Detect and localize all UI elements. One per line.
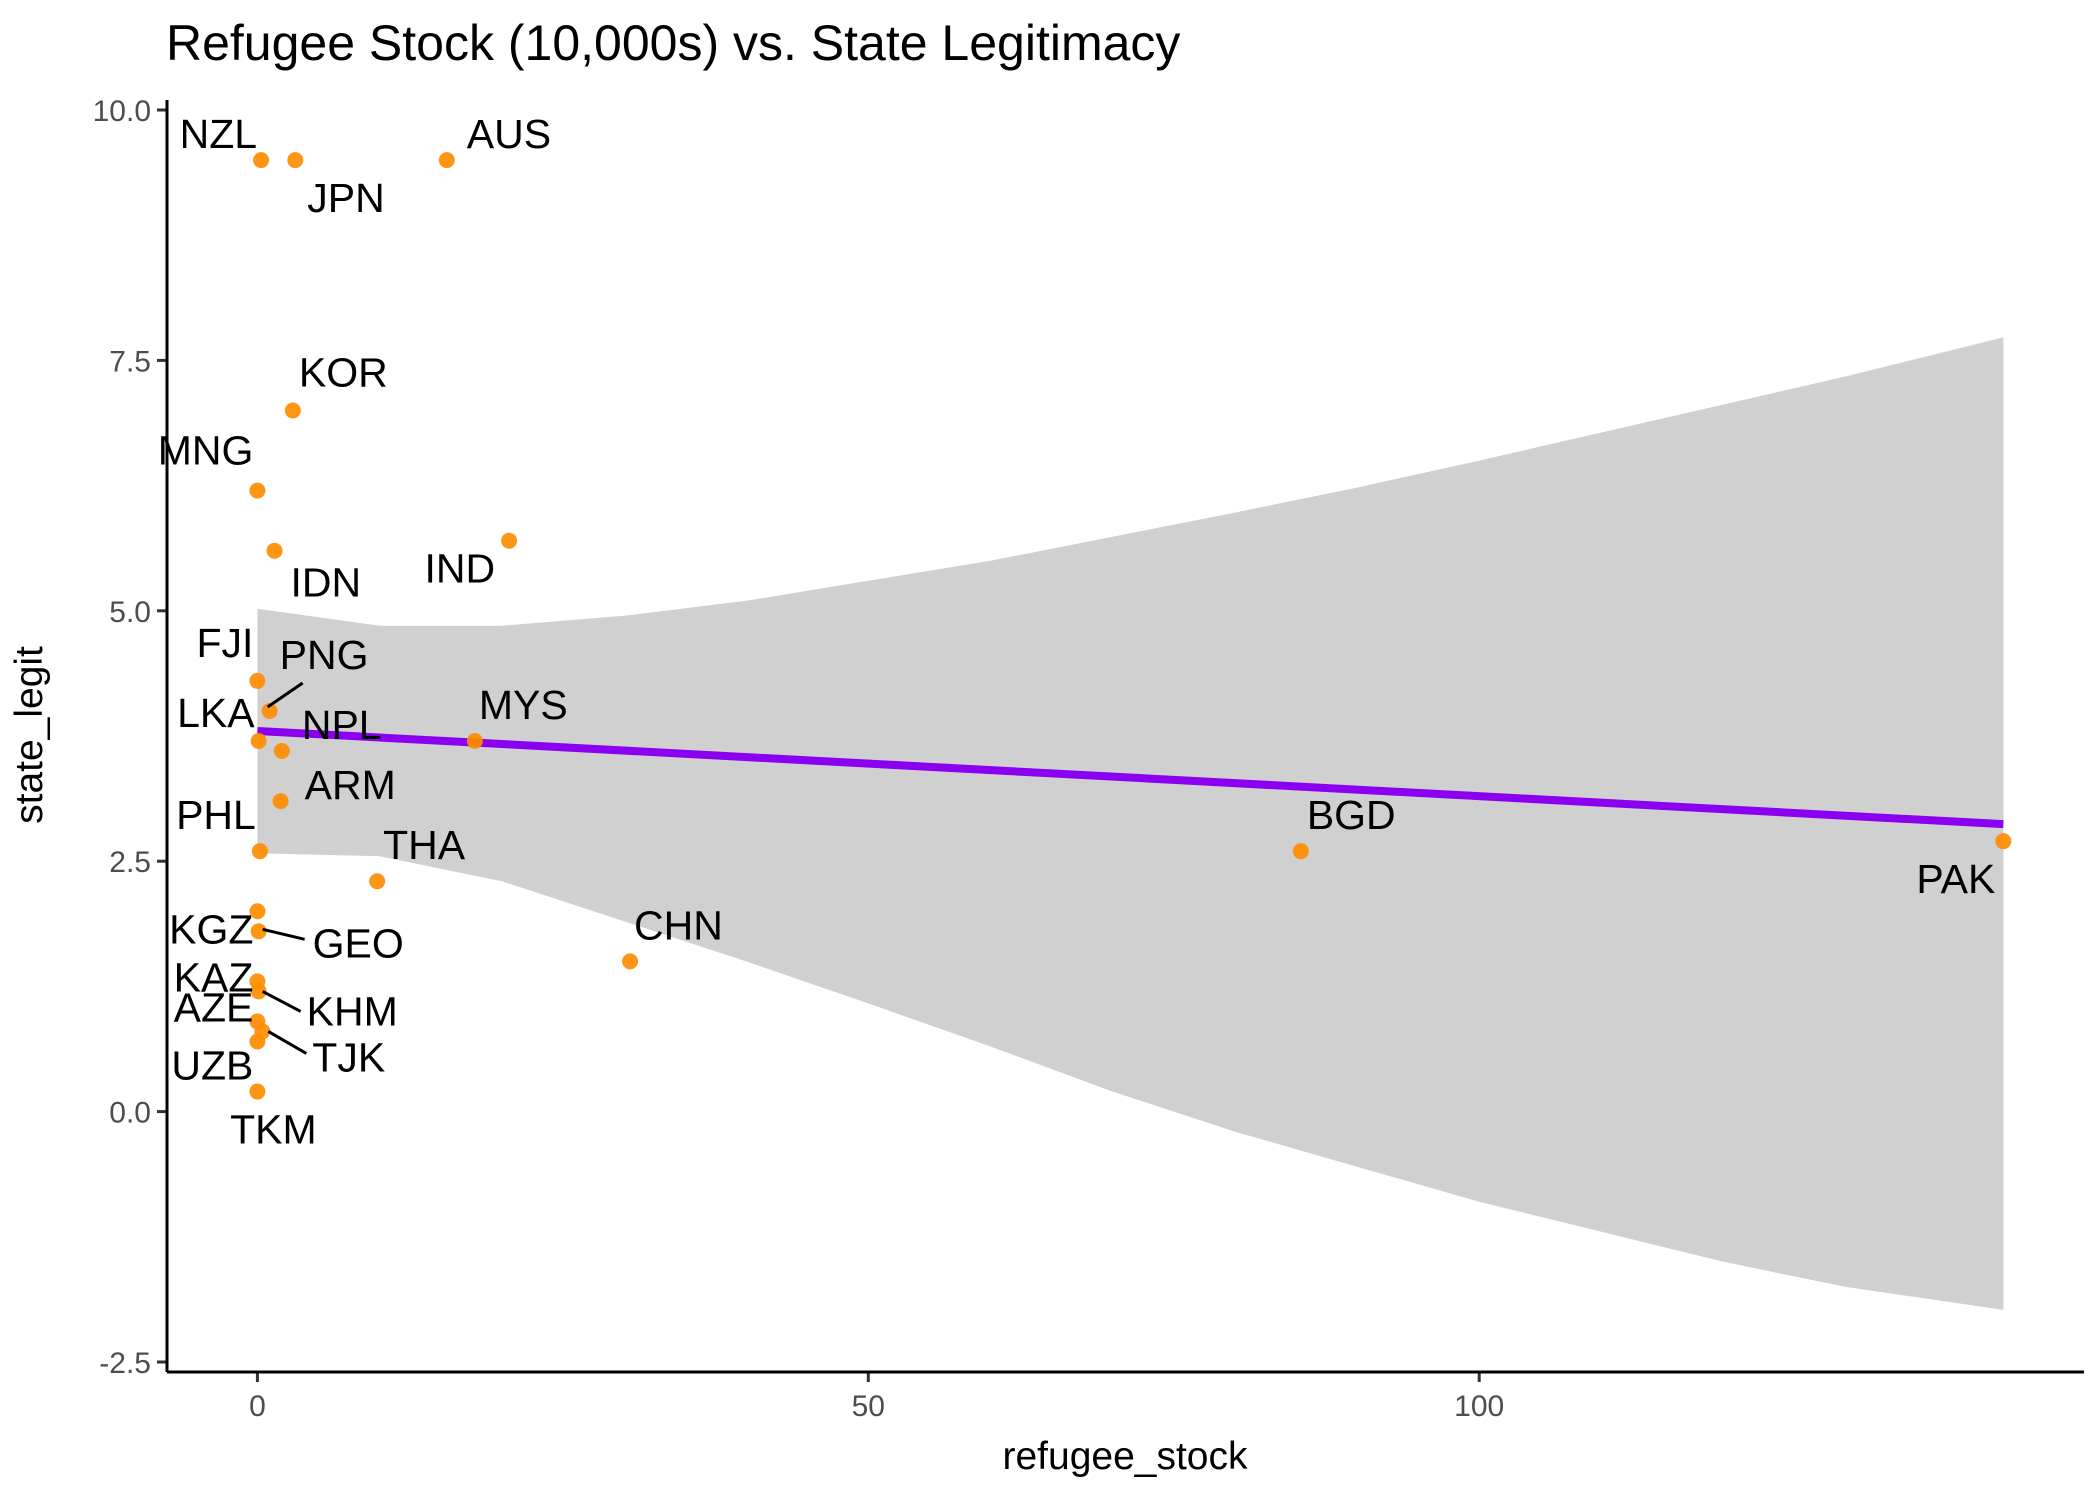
y-tick-label: -2.5 bbox=[99, 1347, 151, 1380]
data-point-ind bbox=[501, 532, 518, 549]
data-point-pak bbox=[1995, 833, 2012, 850]
chart-title: Refugee Stock (10,000s) vs. State Legiti… bbox=[166, 15, 1180, 71]
point-label-khm: KHM bbox=[307, 988, 398, 1034]
data-point-nzl bbox=[253, 152, 270, 169]
point-label-tkm: TKM bbox=[230, 1107, 317, 1153]
data-point-lka bbox=[250, 733, 267, 750]
data-point-jpn bbox=[287, 152, 304, 169]
point-label-kor: KOR bbox=[299, 349, 388, 395]
y-tick-label: 10.0 bbox=[93, 95, 151, 128]
leader-line-png bbox=[266, 681, 304, 709]
data-point-khm bbox=[250, 983, 267, 1000]
leader-line-khm bbox=[261, 990, 302, 1013]
label-leader-lines bbox=[261, 681, 308, 1055]
point-label-kaz: KAZ bbox=[174, 954, 254, 1000]
trend-line bbox=[257, 726, 2004, 829]
point-label-tha: THA bbox=[383, 822, 466, 868]
point-label-uzb: UZB bbox=[171, 1042, 253, 1088]
point-labels: NZL JPN AUS KOR MNG IDN IND FJI PNG LKA NPL MYS ARM P… bbox=[158, 111, 1996, 1152]
data-point-idn bbox=[266, 542, 283, 559]
data-points bbox=[249, 152, 2012, 1100]
point-label-jpn: JPN bbox=[307, 175, 384, 221]
point-label-arm: ARM bbox=[305, 762, 396, 808]
point-label-chn: CHN bbox=[634, 902, 723, 948]
data-point-tha bbox=[369, 873, 386, 890]
point-label-kgz: KGZ bbox=[169, 906, 253, 952]
confidence-band bbox=[257, 337, 2004, 1310]
data-point-geo bbox=[250, 923, 267, 940]
data-point-kor bbox=[284, 402, 301, 419]
point-label-png: PNG bbox=[280, 632, 369, 678]
leader-line-geo bbox=[262, 927, 305, 941]
data-point-aus bbox=[438, 152, 455, 169]
point-label-nzl: NZL bbox=[180, 111, 257, 157]
y-tick-label: 5.0 bbox=[109, 596, 151, 629]
data-point-tkm bbox=[249, 1083, 266, 1100]
y-tick-label: 0.0 bbox=[109, 1097, 151, 1130]
x-axis-title: refugee_stock bbox=[1003, 1435, 1248, 1478]
y-tick-label: 2.5 bbox=[109, 846, 151, 879]
data-point-uzb bbox=[249, 1033, 266, 1050]
leader-line-tjk bbox=[267, 1030, 308, 1055]
point-label-fji: FJI bbox=[196, 620, 253, 666]
point-label-bgd: BGD bbox=[1307, 792, 1396, 838]
data-point-mng bbox=[249, 482, 266, 499]
data-point-phl bbox=[251, 843, 268, 860]
data-point-png bbox=[261, 702, 278, 719]
point-label-aze: AZE bbox=[174, 984, 254, 1030]
point-label-mng: MNG bbox=[158, 428, 254, 474]
y-axis-ticks: -2.5 0.0 2.5 5.0 7.5 10.0 bbox=[93, 95, 167, 1380]
point-label-mys: MYS bbox=[479, 682, 568, 728]
point-label-npl: NPL bbox=[302, 702, 382, 748]
point-label-ind: IND bbox=[424, 546, 495, 592]
x-tick-label: 100 bbox=[1454, 1390, 1504, 1423]
data-point-fji bbox=[249, 672, 266, 689]
point-label-geo: GEO bbox=[313, 920, 404, 966]
x-axis-ticks: 0 50 100 bbox=[249, 1372, 1504, 1423]
data-point-kgz bbox=[249, 903, 266, 920]
point-label-tjk: TJK bbox=[312, 1034, 385, 1080]
point-label-pak: PAK bbox=[1916, 856, 1995, 902]
y-tick-label: 7.5 bbox=[109, 345, 151, 378]
point-label-idn: IDN bbox=[291, 560, 362, 606]
point-label-aus: AUS bbox=[467, 111, 551, 157]
x-tick-label: 50 bbox=[852, 1390, 885, 1423]
data-point-mys bbox=[466, 733, 483, 750]
data-point-bgd bbox=[1292, 843, 1309, 860]
data-point-arm bbox=[272, 793, 289, 810]
y-axis-title: state_legit bbox=[8, 646, 51, 824]
point-label-lka: LKA bbox=[177, 690, 255, 736]
point-label-phl: PHL bbox=[176, 792, 256, 838]
data-point-npl bbox=[273, 743, 290, 760]
x-tick-label: 0 bbox=[249, 1390, 266, 1423]
data-point-chn bbox=[622, 953, 639, 970]
